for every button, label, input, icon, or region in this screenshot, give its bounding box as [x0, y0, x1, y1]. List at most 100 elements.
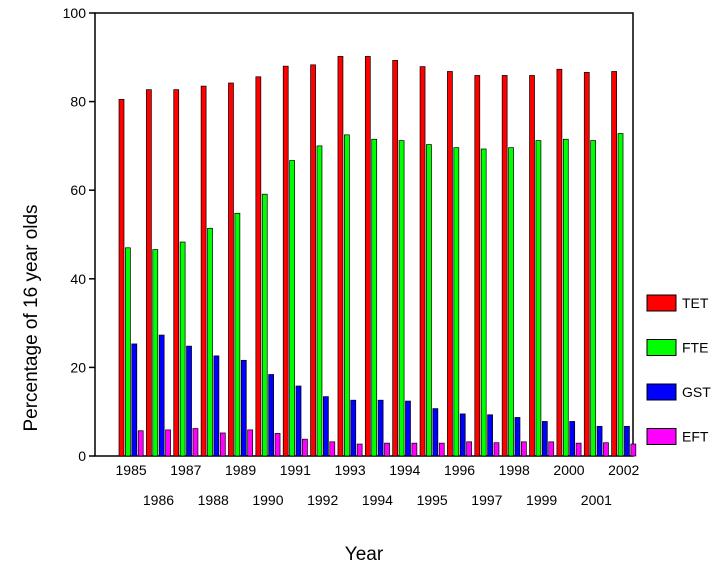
bar-eft-2001: [603, 442, 609, 457]
y-axis: 0 20 40 60 80 100: [63, 5, 95, 464]
bar-tet-2002: [611, 71, 617, 457]
bar-tet-2001: [583, 72, 590, 457]
bar-fte-1998: [508, 147, 514, 457]
x-tick-label: 1986: [143, 492, 174, 508]
bar-eft-1995: [438, 442, 445, 457]
bar-eft-1986: [165, 429, 171, 457]
x-tick-label: 1994: [362, 492, 393, 508]
bar-eft-1985: [137, 430, 144, 457]
bar-fte-2001: [590, 140, 597, 457]
bar-gst-1993: [350, 399, 357, 457]
bar-fte-1991: [289, 160, 295, 457]
bar-fte-1988: [207, 227, 213, 457]
legend-label-fte: FTE: [682, 340, 708, 356]
x-tick-label: 1991: [280, 462, 311, 478]
bar-fte-2002: [617, 133, 624, 457]
legend-swatch-gst: [646, 383, 677, 401]
bar-tet-1989: [228, 82, 234, 457]
y-tick-label: 0: [78, 448, 86, 464]
bar-tet-1994: [392, 60, 399, 457]
legend-label-tet: TET: [682, 295, 709, 311]
legend-swatch-fte: [646, 339, 677, 356]
legend: TET FTE GST EFT: [646, 294, 711, 445]
legend-label-gst: GST: [682, 384, 711, 400]
x-axis-title: Year: [345, 544, 384, 565]
legend-swatch-tet: [646, 294, 677, 312]
x-tick-label: 1995: [417, 492, 448, 508]
bar-fte-1996: [453, 147, 460, 457]
bar-fte-1990: [261, 193, 268, 457]
bar-fte-1994: [398, 140, 405, 457]
bar-fte-1989: [234, 212, 241, 457]
bar-tet-2000: [556, 68, 563, 457]
bar-tet-1996: [447, 71, 453, 457]
bar-gst-1994: [405, 400, 411, 457]
bar-gst-2002: [624, 425, 630, 457]
bar-gst-1995: [432, 408, 439, 457]
bar-tet-1999: [529, 75, 535, 457]
bar-eft-1989: [247, 429, 254, 457]
y-tick-label: 40: [70, 271, 86, 287]
x-tick-label: 1993: [334, 462, 365, 478]
bar-gst-2001: [596, 425, 603, 457]
bar-gst-1986: [158, 334, 165, 457]
bar-tet-1985: [118, 99, 125, 457]
bar-tet-1993: [337, 56, 344, 457]
legend-swatch-eft: [646, 428, 677, 445]
bar-gst-1996: [459, 413, 466, 457]
bar-eft-1988: [219, 432, 226, 457]
bar-gst-1991: [295, 385, 302, 457]
bar-eft-1992: [329, 441, 336, 457]
bar-eft-1990: [274, 433, 281, 457]
bar-tet-1990: [255, 76, 262, 457]
bar-gst-2000: [569, 421, 576, 457]
bar-fte-1985: [125, 247, 131, 457]
bar-eft-1991: [302, 438, 308, 457]
bar-fte-1993: [343, 134, 350, 457]
bar-fte-1986: [152, 249, 159, 457]
bar-eft-1997: [493, 442, 500, 457]
x-tick-label: 1997: [471, 492, 502, 508]
bar-gst-1992: [323, 396, 329, 457]
bar-eft-1994: [384, 442, 390, 457]
bar-eft-1998: [521, 441, 527, 457]
x-tick-label: 1985: [116, 462, 147, 478]
bar-gst-1994: [377, 399, 384, 457]
bar-gst-1989: [240, 359, 247, 457]
bar-gst-1990: [268, 374, 274, 457]
x-tick-label: 2001: [581, 492, 612, 508]
x-tick-label: 1999: [526, 492, 557, 508]
bar-eft-1999: [548, 441, 555, 457]
bar-fte-1994: [371, 138, 378, 457]
bar-tet-1998: [501, 75, 508, 457]
bar-gst-1988: [213, 355, 220, 457]
bar-eft-2000: [575, 442, 582, 457]
bars-group: [118, 56, 637, 457]
bar-fte-1992: [316, 145, 323, 457]
bar-fte-1995: [426, 144, 432, 457]
x-tick-label: 2000: [553, 462, 584, 478]
x-tick-label: 1992: [307, 492, 338, 508]
legend-label-eft: EFT: [682, 429, 709, 445]
bar-gst-1999: [541, 421, 548, 457]
bar-eft-1993: [356, 443, 363, 457]
bar-eft-1987: [192, 428, 199, 457]
bar-tet-1992: [310, 64, 316, 457]
x-axis: 1985 1986 1987 1988 1989 1990 1991 1992 1993 1994…: [116, 462, 640, 508]
bar-eft-2002: [630, 443, 637, 457]
x-tick-label: 1989: [225, 462, 256, 478]
y-axis-title: Percentage of 16 year olds: [21, 204, 42, 431]
bar-gst-1997: [487, 414, 493, 457]
x-tick-label: 1996: [444, 462, 475, 478]
y-tick-label: 80: [70, 94, 86, 110]
bar-fte-1999: [535, 140, 542, 457]
bar-tet-1988: [200, 85, 207, 457]
bar-tet-1995: [419, 66, 426, 457]
x-tick-label: 1990: [252, 492, 283, 508]
bar-eft-1996: [466, 441, 472, 457]
x-tick-label: 1994: [389, 462, 420, 478]
bar-fte-1987: [179, 241, 186, 457]
bar-eft-1994: [411, 442, 418, 457]
bar-tet-1997: [474, 75, 481, 457]
